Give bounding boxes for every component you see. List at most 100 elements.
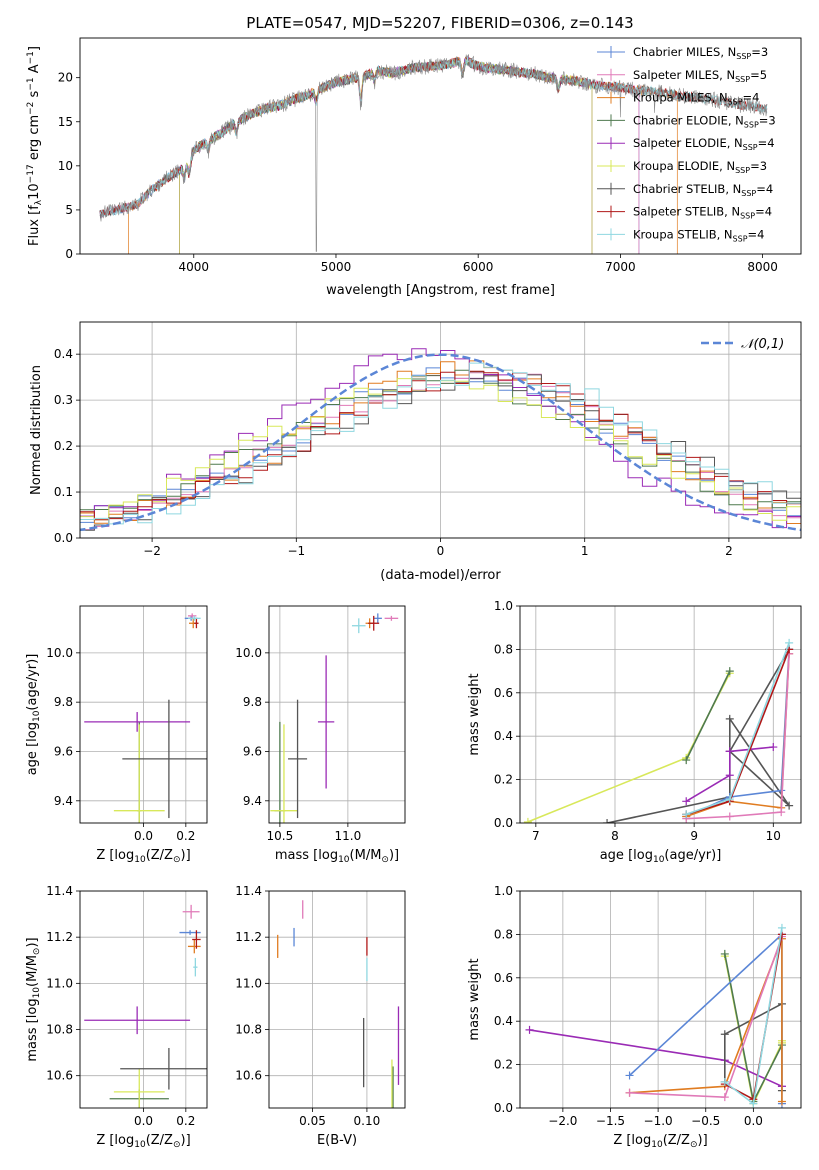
spectrum-axes: 4000 5000 6000 7000 8000 0 5 10 15 20 wavelength [… [26,37,802,298]
spectrum-xtick-label-4: 8000 [747,260,778,274]
residuals-ylabel: Normed distribution [29,365,44,495]
mass_vs_Z-point-5 [113,1068,165,1108]
spectrum-series-4 [179,56,593,254]
massweight_vs_age-series-3 [685,746,774,802]
mass_vs_ebv-ytick-label-1: 10.8 [235,1023,262,1037]
residuals-xtick-label-2: 0 [437,544,445,558]
residuals-xtick-label-0: −2 [143,544,161,558]
legend-label-6: Chabrier STELIB, NSSP=4 [633,182,773,198]
spectrum-legend: Chabrier MILES, NSSP=3 Salpeter MILES, NS… [597,45,776,243]
massweight_vs_Z-marker-3-1 [720,1030,729,1039]
spectrum-xlabel: wavelength [Angstrom, rest frame] [326,283,555,298]
massweight_vs_Z-xtick-label-3: −0.5 [691,1114,720,1128]
massweight_vs_Z-marker-6-1 [720,1093,729,1102]
mass_vs_Z-frame [79,890,208,1109]
massweight_vs_age-xtick-label-3: 10 [766,829,781,843]
mass_vs_Z-axes: 0.0 0.2 10.6 10.8 11.0 11.2 11.4 Z [log10(Z/Z⊙)… [25,884,208,1150]
age_vs_Z-plot-area [80,606,207,823]
mass_vs_Z-xtick-label-1: 0.2 [176,1114,195,1128]
mass_vs_ebv-xtick-label-1: 0.10 [354,1114,381,1128]
age_vs_Z-ytick-label-3: 10.0 [46,646,73,660]
age_vs_mass-ytick-label-1: 9.6 [243,744,262,758]
mass_vs_Z-xtick-label-0: 0.0 [134,1114,153,1128]
massweight_vs_age-xlabel: age [log10(age/yr)] [600,848,722,865]
age_vs_mass-plot-area [269,606,405,823]
residuals-gauss-curve [80,353,801,532]
spectrum-ytick-label-3: 15 [58,115,73,129]
massweight_vs_age-marker-6-2 [777,808,786,817]
legend-label-8: Kroupa STELIB, NSSP=4 [633,227,764,243]
massweight_vs_age-marker-2-3 [785,801,794,810]
massweight_vs_age-marker-1-0 [682,756,691,765]
spectrum-xtick-label-3: 7000 [605,260,636,274]
massweight_vs_age-ytick-label-0: 0.0 [494,816,513,830]
mass_vs_Z-point-2 [187,939,201,954]
massweight_vs_Z-marker-8-0 [720,1077,729,1086]
mass_vs_ebv-xlabel: E(B-V) [317,1133,357,1148]
massweight_vs_age-series-0 [527,672,731,823]
massweight_vs_Z-xtick-label-4: 0.0 [744,1114,763,1128]
massweight_vs_age-ytick-label-5: 1.0 [494,599,513,613]
age_vs_Z-ytick-label-1: 9.6 [54,744,73,758]
age_vs_mass-ytick-label-3: 10.0 [235,646,262,660]
mass_vs_ebv-plot-area [269,891,405,1108]
massweight_vs_age-series-6 [686,653,790,820]
residuals-plot-area [80,322,801,538]
massweight_vs_age-ytick-label-1: 0.2 [494,773,513,787]
massweight_vs_age-series-2 [606,648,790,823]
legend-label-7: Salpeter STELIB, NSSP=4 [633,205,772,221]
massweight_vs_age-xtick-label-0: 7 [532,829,540,843]
massweight_vs_Z-marker-0-0 [525,1025,534,1034]
residuals-ytick-label-3: 0.3 [54,393,73,407]
spectrum-series-3 [179,56,593,254]
massweight_vs_Z-ytick-label-2: 0.4 [494,1014,513,1028]
mass_vs_ebv-ytick-label-3: 11.2 [235,930,262,944]
age_vs_Z-ylabel: age [log10(age/yr)] [25,654,42,776]
mass_vs_ebv-xtick-label-0: 0.05 [299,1114,326,1128]
age_vs_mass-point-4 [317,655,335,789]
spectrum-xtick-label-1: 5000 [321,260,352,274]
massweight_vs_age-plot-area [520,606,801,823]
residuals-hist-8 [80,362,801,533]
mass_vs_Z-xlabel: Z [log10(Z/Z⊙)] [96,1133,190,1150]
massweight_vs_age-marker-2-0 [603,819,612,823]
mass_vs_Z-ytick-label-3: 11.2 [46,930,73,944]
massweight_vs_age-marker-3-3 [725,747,734,756]
massweight_vs_age-series-1 [685,670,731,761]
age_vs_Z-point-8 [187,615,201,621]
mass_vs_Z-ytick-label-1: 10.8 [46,1023,73,1037]
age_vs_Z-point-5 [113,724,165,823]
age_vs_mass-point-1 [384,615,399,621]
massweight_vs_Z-frame [519,890,802,1109]
mass_vs_ebv-ytick-label-4: 11.4 [235,884,262,898]
age_vs_Z-ytick-label-2: 9.8 [54,695,73,709]
residuals-ytick-label-2: 0.2 [54,439,73,453]
residuals-xtick-label-3: 1 [581,544,589,558]
age_vs_mass-ytick-label-2: 9.8 [243,695,262,709]
massweight_vs_Z-marker-8-1 [749,1099,758,1108]
spectrum-ytick-label-0: 0 [65,247,73,261]
age_vs_Z-point-1 [187,613,197,619]
residuals-legend-label: 𝒩(0,1) [741,337,784,352]
spectrum-series-5 [179,57,593,254]
age_vs_Z-axes: 0.0 0.2 9.4 9.6 9.8 10.0 Z [log10(Z/Z⊙)] age [l… [25,605,208,865]
age_vs_mass-axes: 10.5 11.0 9.4 9.6 9.8 10.0 mass [log10(M/M⊙)] [235,605,406,865]
mass_vs_Z-point-7 [192,930,201,949]
age_vs_Z-point-6 [122,699,207,819]
mass_vs_ebv-ytick-label-0: 10.6 [235,1069,262,1083]
massweight_vs_Z-marker-4-0 [625,1071,634,1080]
age_vs_mass-point-8 [351,618,366,634]
mass_vs_ebv-frame [268,890,406,1109]
massweight_vs_age-marker-1-1 [725,667,734,676]
massweight_vs_age-marker-3-0 [682,797,691,806]
massweight_vs_Z-ytick-label-4: 0.8 [494,927,513,941]
massweight_vs_age-marker-6-1 [725,812,734,821]
massweight_vs_age-frame [519,605,802,824]
spectrum-ytick-label-4: 20 [58,71,73,85]
massweight_vs_age-marker-0-0 [523,817,532,823]
massweight_vs_Z-ytick-label-3: 0.6 [494,971,513,985]
massweight_vs_age-marker-2-2 [725,714,734,723]
age_vs_Z-xtick-label-1: 0.2 [176,829,195,843]
age_vs_Z-point-7 [194,618,199,629]
